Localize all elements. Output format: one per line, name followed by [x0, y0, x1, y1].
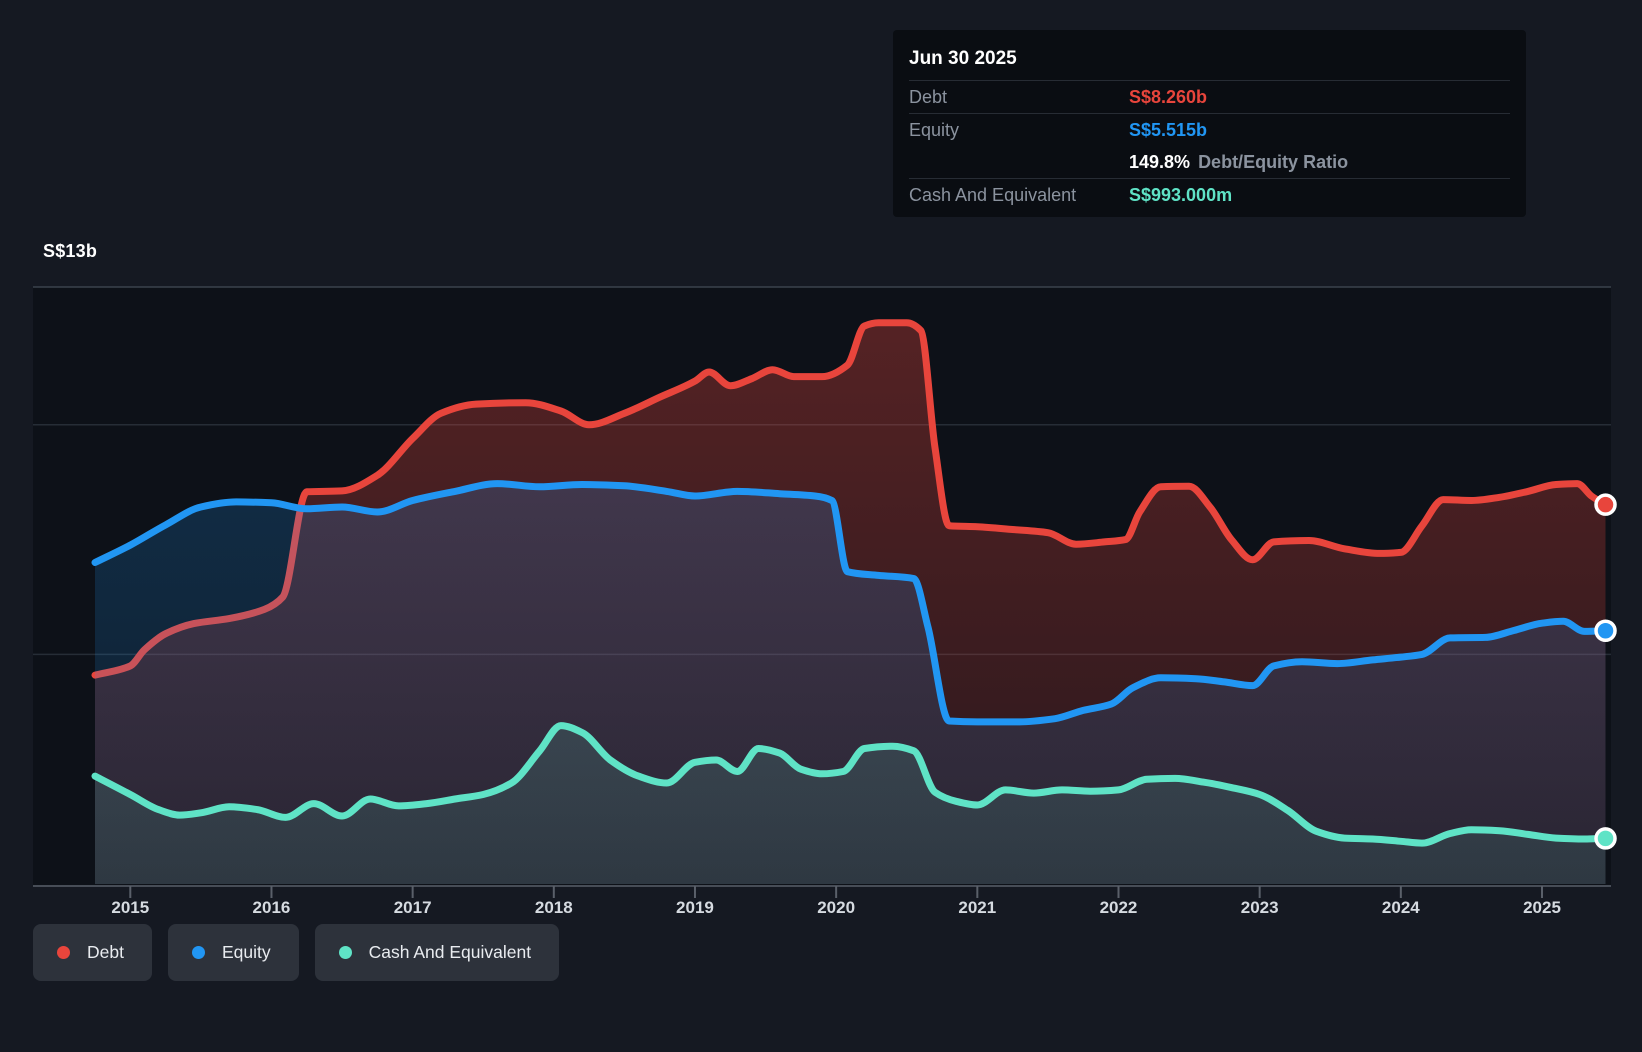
x-axis-label-2019: 2019	[676, 898, 714, 917]
tooltip-cash-value: S$993.000m	[1129, 184, 1233, 205]
tooltip-equity-value: S$5.515b	[1129, 119, 1208, 140]
x-axis-label-2015: 2015	[111, 898, 150, 917]
x-axis-label-2025: 2025	[1523, 898, 1561, 917]
legend-equity-label: Equity	[221, 942, 271, 962]
legend-debt-label: Debt	[87, 942, 124, 962]
x-axis-label-2020: 2020	[817, 898, 856, 917]
tooltip-equity-row: Equity S$5.515b	[909, 114, 1510, 146]
tooltip-date: Jun 30 2025	[909, 40, 1510, 81]
cash-dot-icon	[338, 946, 352, 959]
legend-item-equity[interactable]: Equity	[167, 924, 299, 981]
tooltip-debt-label: Debt	[909, 86, 948, 107]
equity-dot-icon	[191, 946, 205, 959]
legend-item-debt[interactable]: Debt	[33, 924, 152, 981]
tooltip-ratio-label: Debt/Equity Ratio	[1198, 151, 1349, 172]
x-axis-label-2016: 2016	[252, 898, 291, 917]
legend-cash-label: Cash And Equivalent	[368, 942, 532, 962]
chart-tooltip: Jun 30 2025 Debt S$8.260b Equity S$5.515…	[893, 30, 1526, 217]
tooltip-debt-row: Debt S$8.260b	[909, 81, 1510, 114]
tooltip-cash-label: Cash And Equivalent	[909, 184, 1077, 205]
x-axis-label-2024: 2024	[1381, 898, 1420, 917]
chart-legend: Debt Equity Cash And Equivalent	[33, 924, 560, 981]
x-axis-label-2021: 2021	[958, 898, 997, 917]
tooltip-cash-row: Cash And Equivalent S$993.000m	[909, 179, 1510, 211]
tooltip-debt-value: S$8.260b	[1129, 86, 1208, 107]
x-axis-label-2022: 2022	[1099, 898, 1138, 917]
x-axis-label-2023: 2023	[1240, 898, 1279, 917]
x-axis-label-2017: 2017	[393, 898, 432, 917]
x-axis-label-2018: 2018	[534, 898, 573, 917]
tooltip-equity-label: Equity	[909, 119, 960, 140]
y-axis-max-label: S$13b	[43, 241, 98, 261]
legend-item-cash[interactable]: Cash And Equivalent	[314, 924, 560, 981]
debt-dot-icon	[57, 946, 70, 959]
tooltip-ratio-value: 149.8%	[1129, 151, 1191, 172]
tooltip-ratio-row: 149.8% Debt/Equity Ratio	[909, 146, 1510, 179]
